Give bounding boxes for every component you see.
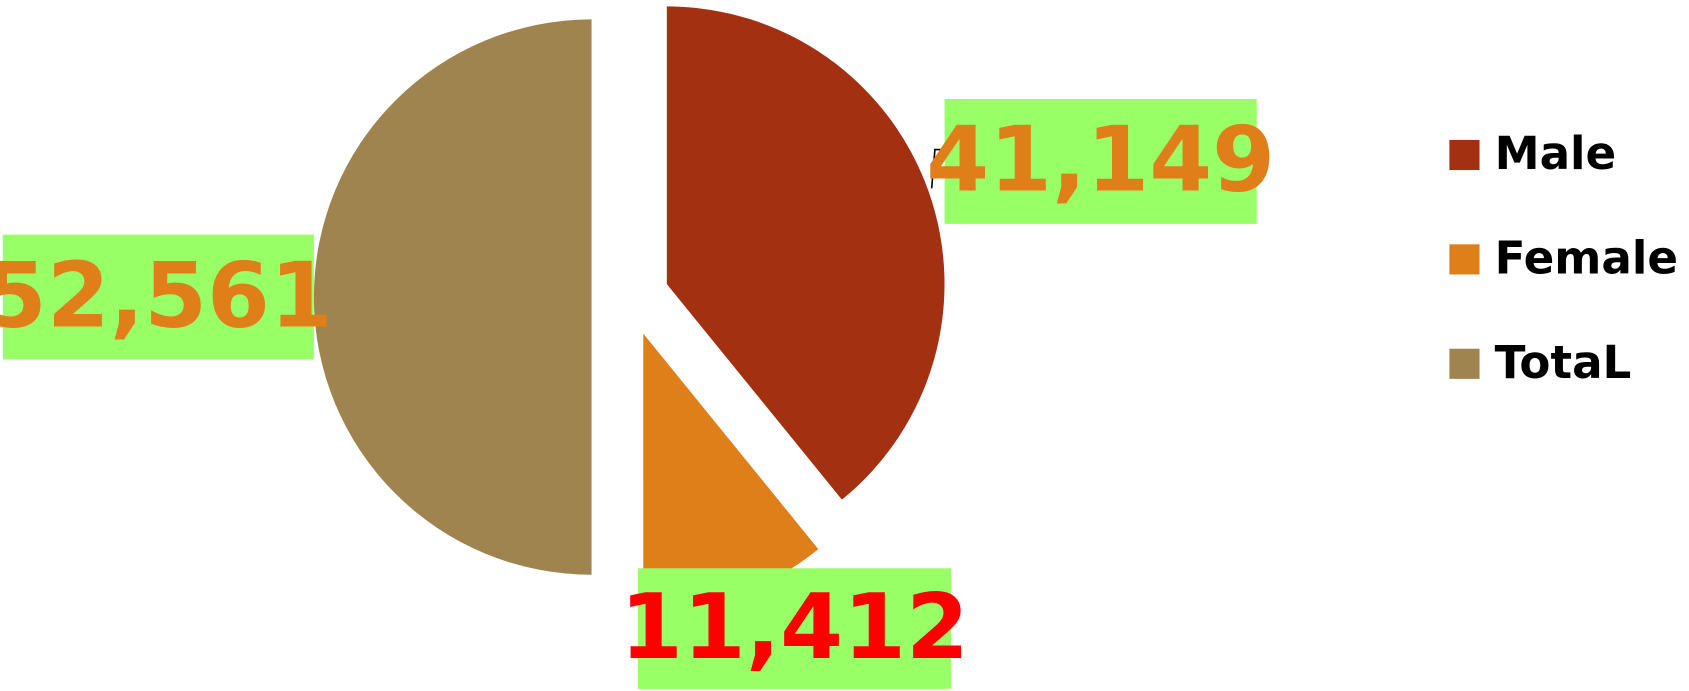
value-label: 11,412 xyxy=(620,575,969,680)
legend-label: Female xyxy=(1495,232,1678,285)
pie-slice xyxy=(643,333,819,612)
pie-slice xyxy=(313,19,592,575)
leader-line xyxy=(930,148,946,189)
legend-label: TotaL xyxy=(1495,336,1632,389)
pie-slice xyxy=(666,6,945,500)
legend-swatch xyxy=(1449,348,1480,379)
legend-swatch xyxy=(1449,244,1480,275)
value-label: 41,149 xyxy=(926,108,1275,213)
label-box xyxy=(637,568,952,689)
legend-label: Male xyxy=(1495,127,1617,180)
label-box xyxy=(2,234,314,360)
legend-swatch xyxy=(1449,139,1480,171)
value-label: 52,561 xyxy=(0,243,333,348)
label-box xyxy=(944,99,1257,224)
